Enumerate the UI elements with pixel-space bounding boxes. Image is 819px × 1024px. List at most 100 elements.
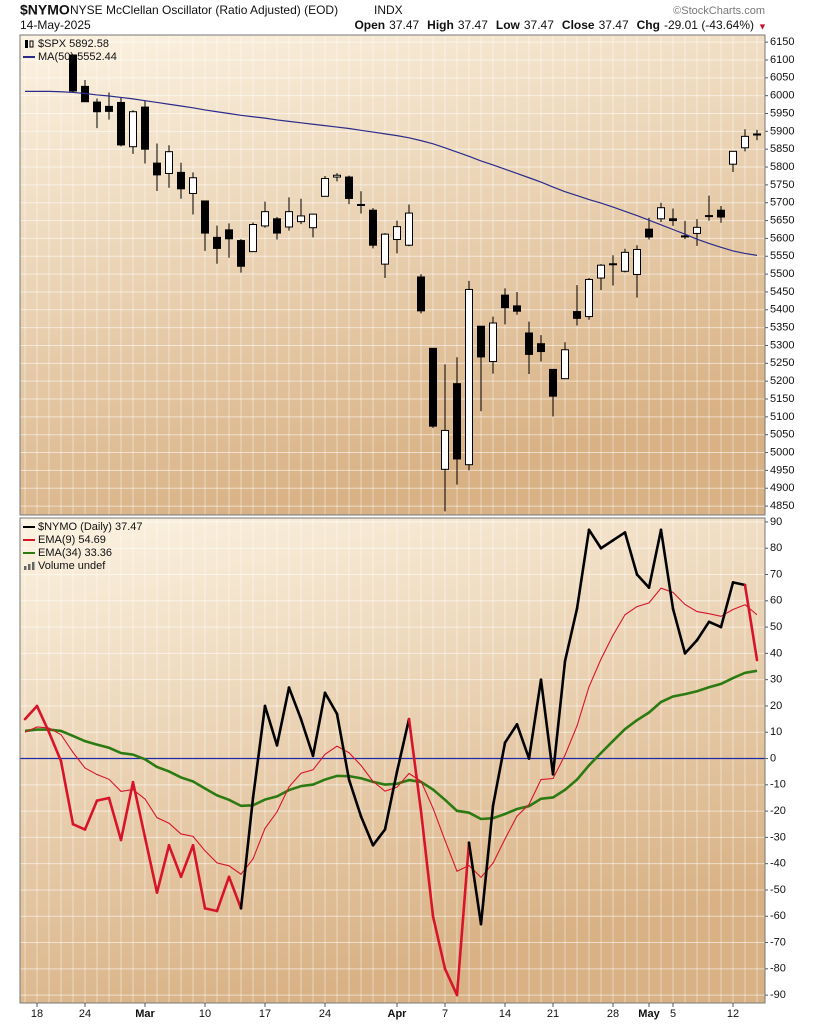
y-tick-label: 40 [770, 647, 782, 659]
oscillator-segment [191, 843, 207, 910]
quote-value: 37.47 [599, 18, 629, 32]
candle-body [561, 349, 569, 380]
quote-label: Close [562, 18, 595, 32]
oscillator-segment [491, 741, 507, 808]
x-tick-label: Mar [135, 1008, 155, 1020]
candle-body [525, 332, 533, 355]
x-tick-label: May [638, 1008, 660, 1020]
quote-label: Chg [637, 18, 660, 32]
oscillator-segment [503, 723, 519, 745]
candle-body [453, 383, 461, 460]
y-tick-label: 4900 [770, 482, 794, 494]
y-tick-label: 50 [770, 621, 782, 633]
date: 14-May-2025 [20, 18, 91, 32]
y-tick-label: 4950 [770, 464, 794, 476]
legend-entry: EMA(9) 54.69 [38, 534, 106, 546]
candle-body [489, 322, 497, 363]
y-tick-label: -70 [770, 936, 786, 948]
y-tick-label: -10 [770, 779, 786, 791]
candle-body [621, 251, 629, 272]
candle-body [189, 177, 197, 194]
y-tick-label: 5000 [770, 446, 794, 458]
oscillator-segment [443, 967, 459, 997]
oscillator-segment [695, 620, 711, 642]
candle-body [129, 111, 137, 148]
oscillator-segment [299, 717, 315, 758]
legend-swatch [29, 40, 34, 48]
x-tick-label: 5 [670, 1008, 676, 1020]
y-tick-label: 5650 [770, 214, 794, 226]
candle-body [69, 54, 77, 92]
y-tick-label: 5150 [770, 393, 794, 405]
x-tick-label: 18 [31, 1008, 43, 1020]
y-tick-label: 20 [770, 700, 782, 712]
candle-body [369, 209, 377, 246]
moving-average-line [25, 90, 758, 256]
y-tick-label: 5800 [770, 161, 794, 173]
oscillator-segment [311, 691, 327, 758]
oscillator-segment [575, 528, 591, 610]
oscillator-segment [263, 704, 279, 747]
y-tick-label: 0 [770, 752, 776, 764]
candle-body [681, 235, 689, 238]
y-tick-label: 5100 [770, 411, 794, 423]
candle-body [501, 294, 509, 309]
y-tick-label: 90 [770, 516, 782, 528]
oscillator-segment [719, 581, 735, 629]
oscillator-segment [731, 581, 747, 587]
candle-body [717, 209, 725, 218]
y-tick-label: 5250 [770, 357, 794, 369]
candle-body [405, 212, 413, 246]
oscillator-segment [239, 796, 255, 910]
candle-body [141, 106, 149, 150]
oscillator-segment [743, 583, 759, 662]
legend-entry: MA(50) 5552.44 [38, 51, 117, 63]
oscillator-segment [647, 528, 663, 589]
candle-body [465, 288, 473, 466]
candle-body [585, 278, 593, 318]
legend-entry: $SPX 5892.58 [38, 38, 109, 50]
candle-body [285, 211, 293, 228]
oscillator-segment [35, 704, 51, 734]
y-tick-label: -30 [770, 831, 786, 843]
oscillator-segment [467, 841, 483, 926]
watermark: ©StockCharts.com [673, 5, 765, 17]
oscillator-segment [587, 528, 603, 550]
y-tick-label: -60 [770, 910, 786, 922]
y-tick-label: -90 [770, 989, 786, 1001]
oscillator-segment [47, 730, 63, 763]
oscillator-segment [419, 809, 435, 918]
y-tick-label: -40 [770, 858, 786, 870]
y-tick-label: 4850 [770, 500, 794, 512]
oscillator-segment [275, 686, 291, 747]
x-tick-label: 17 [259, 1008, 271, 1020]
candle-body [165, 151, 173, 174]
legend-entry: EMA(34) 33.36 [38, 547, 112, 559]
y-tick-label: 5700 [770, 197, 794, 209]
y-tick-label: 5950 [770, 107, 794, 119]
legend-swatch [24, 566, 27, 570]
oscillator-segment [107, 796, 123, 842]
price-panel [20, 35, 765, 515]
y-tick-label: 70 [770, 568, 782, 580]
candle-body [117, 101, 125, 146]
oscillator-segment [635, 573, 651, 589]
y-tick-label: -80 [770, 963, 786, 975]
oscillator-segment [515, 723, 531, 760]
oscillator-segment [215, 875, 231, 913]
candle-body [177, 171, 185, 190]
oscillator-segment [119, 780, 135, 842]
oscillator-segment [347, 778, 363, 818]
oscillator-segment [251, 704, 267, 800]
candle-body [729, 150, 737, 165]
chart-title: NYSE McClellan Oscillator (Ratio Adjuste… [70, 3, 338, 17]
oscillator-segment [431, 914, 447, 971]
panel-border [19, 34, 766, 516]
candle-body [297, 215, 305, 223]
y-tick-label: 5050 [770, 429, 794, 441]
oscillator-segment [59, 759, 75, 826]
y-tick-label: -20 [770, 805, 786, 817]
y-tick-label: 5900 [770, 125, 794, 137]
quote-label: High [427, 18, 454, 32]
